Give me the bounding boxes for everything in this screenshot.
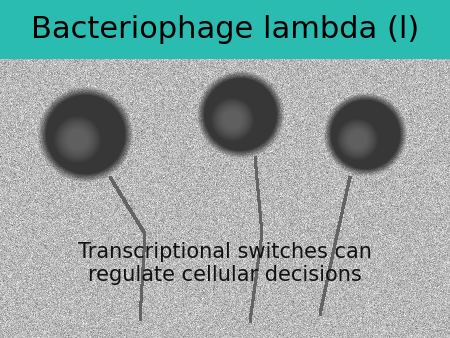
- Text: Transcriptional switches can
regulate cellular decisions: Transcriptional switches can regulate ce…: [78, 242, 372, 285]
- FancyBboxPatch shape: [0, 0, 450, 59]
- Text: Bacteriophage lambda (l): Bacteriophage lambda (l): [31, 15, 419, 44]
